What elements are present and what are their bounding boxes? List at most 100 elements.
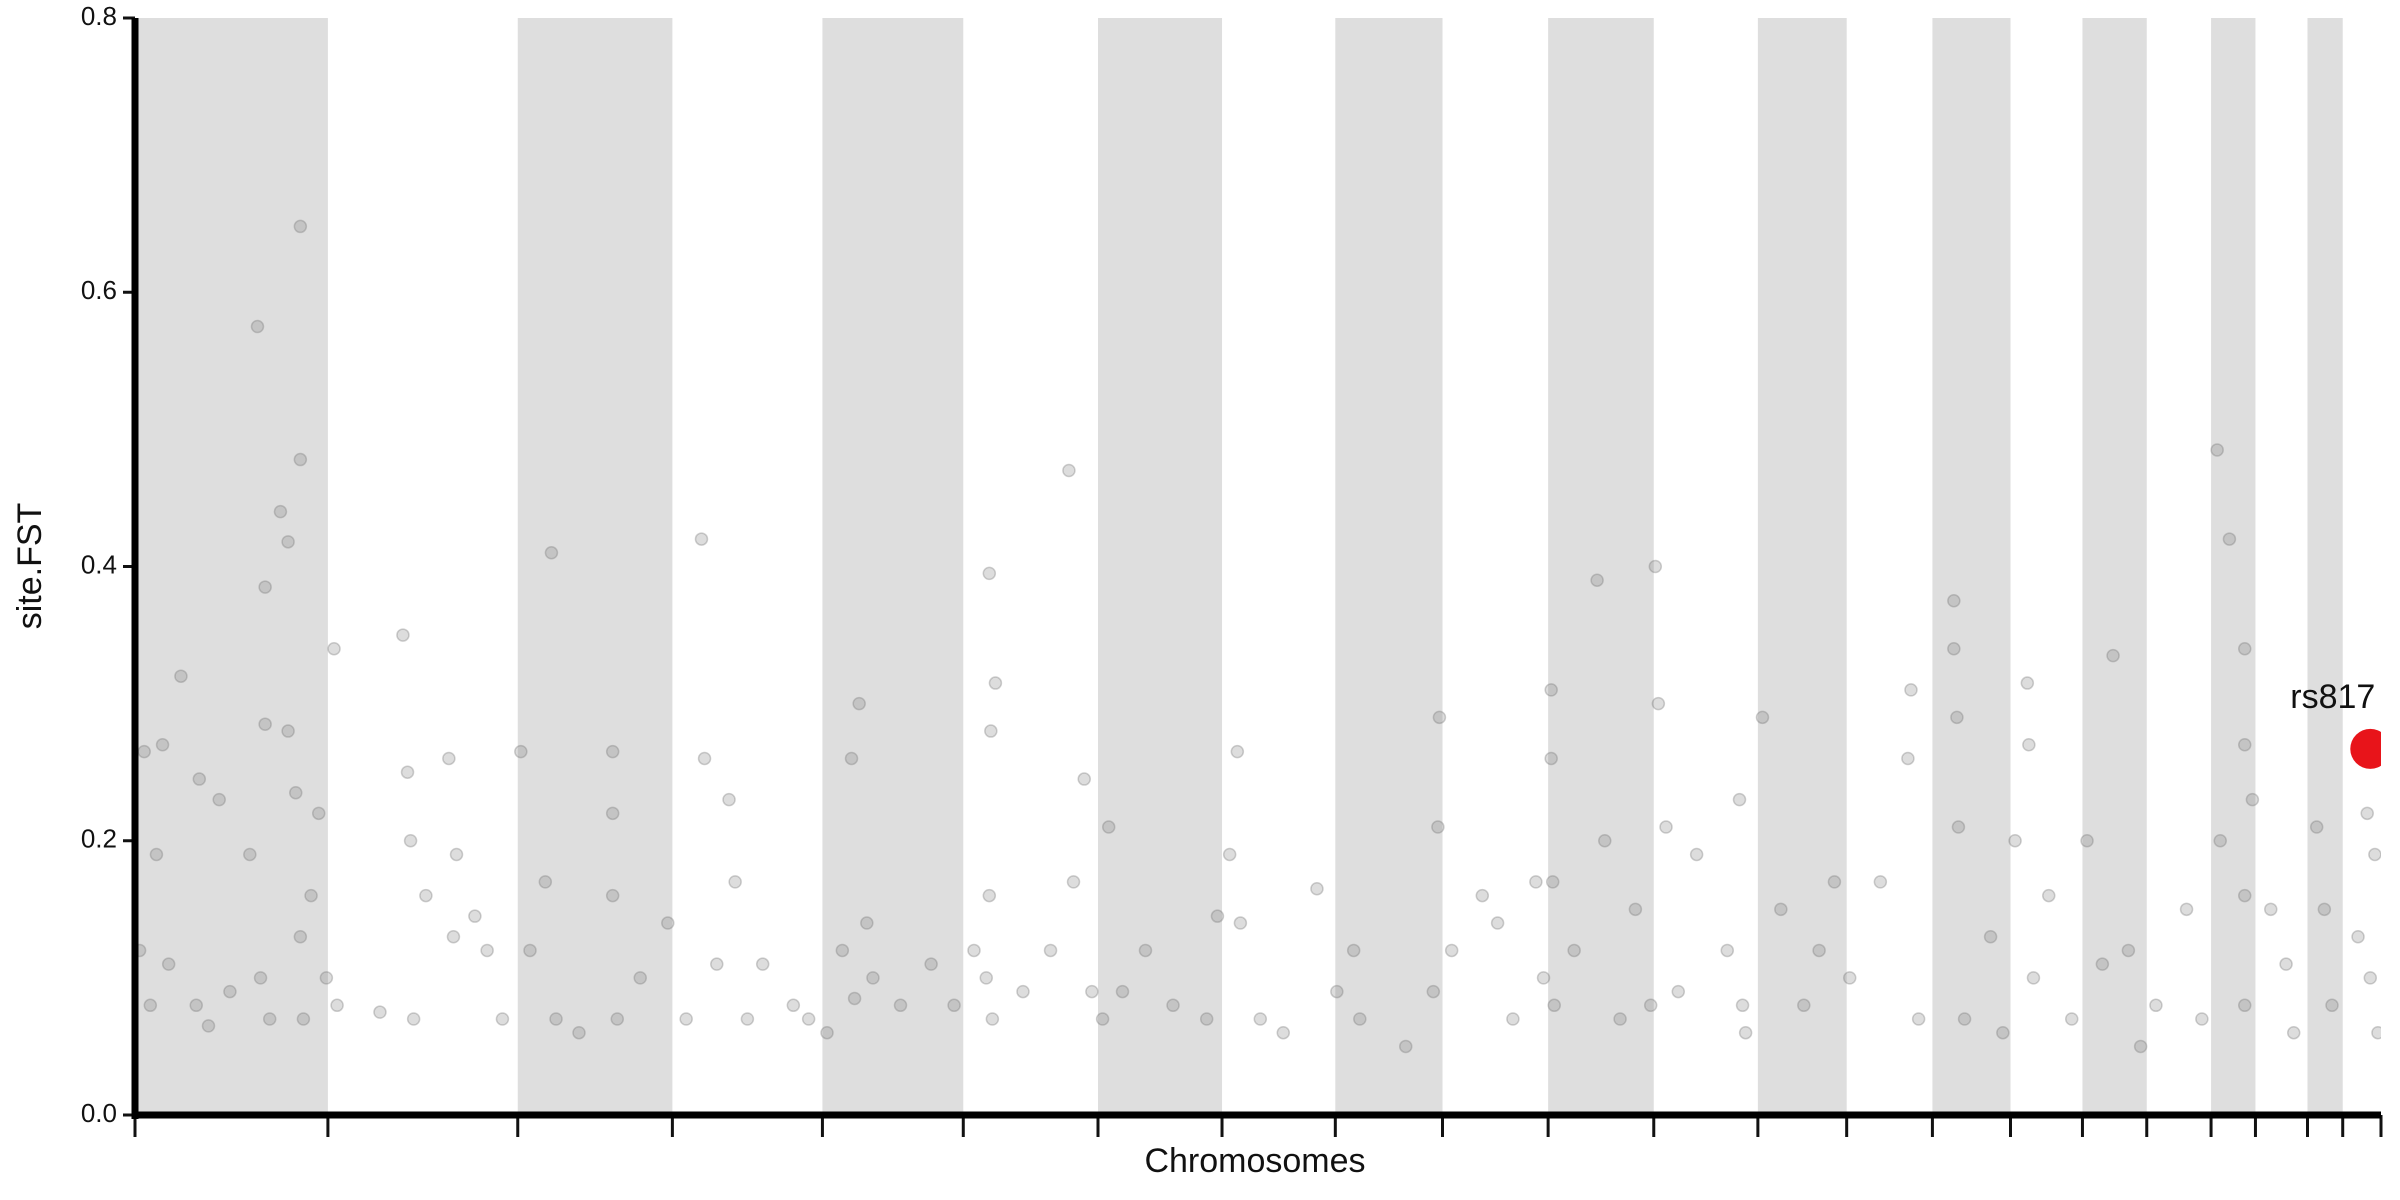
- snp-point: [1613, 1012, 1627, 1026]
- snp-point: [1755, 710, 1770, 725]
- snp-point: [495, 1012, 510, 1026]
- snp-point: [2360, 806, 2374, 821]
- snp-point: [1947, 642, 1961, 656]
- snp-point: [1957, 1012, 1972, 1026]
- snp-point: [661, 916, 675, 930]
- snp-point: [1983, 929, 1998, 944]
- snp-point: [293, 929, 308, 944]
- snp-point: [201, 1019, 216, 1033]
- snp-point: [253, 971, 268, 985]
- snp-point: [149, 847, 164, 862]
- snp-point: [137, 744, 151, 759]
- snp-point: [442, 751, 456, 766]
- snp-point: [728, 875, 742, 889]
- snp-point: [293, 219, 308, 234]
- snp-point: [1066, 875, 1081, 889]
- snp-point: [273, 504, 288, 519]
- y-tick-label: 0.0: [81, 1098, 117, 1128]
- y-tick-label: 0.2: [81, 824, 117, 854]
- snp-point: [2279, 957, 2293, 971]
- chromosome-band: [1757, 18, 1847, 1115]
- snp-point: [192, 772, 207, 786]
- snp-point: [982, 888, 997, 903]
- snp-point: [1947, 594, 1961, 608]
- snp-point: [1353, 1012, 1367, 1026]
- snp-point: [2237, 998, 2252, 1013]
- snp-point: [1199, 1012, 1214, 1026]
- snp-point: [1951, 820, 1966, 834]
- snp-point: [189, 998, 203, 1013]
- snp-point: [2317, 902, 2332, 917]
- snp-point: [835, 943, 850, 958]
- snp-point: [243, 847, 257, 862]
- snp-point: [2286, 1025, 2301, 1040]
- snp-point: [801, 1012, 816, 1026]
- snp-point: [1544, 683, 1558, 697]
- snp-point: [1536, 971, 1551, 985]
- chromosome-band: [2211, 18, 2256, 1115]
- snp-point: [2237, 738, 2252, 752]
- snp-point: [2195, 1012, 2209, 1026]
- snp-point: [1062, 463, 1076, 478]
- snp-point: [406, 1012, 421, 1026]
- snp-point: [2022, 738, 2036, 752]
- snp-point: [1659, 820, 1673, 834]
- chromosome-band: [135, 18, 328, 1115]
- snp-point: [2351, 929, 2365, 944]
- snp-point: [2095, 957, 2110, 971]
- snp-point: [1330, 984, 1344, 999]
- snp-point: [740, 1012, 755, 1026]
- snp-point: [2149, 998, 2163, 1013]
- snp-point: [258, 717, 272, 731]
- snp-point: [984, 724, 998, 738]
- snp-point: [1529, 875, 1543, 889]
- snp-point: [1812, 943, 1826, 958]
- snp-point: [1085, 984, 1099, 999]
- snp-point: [396, 628, 410, 642]
- snp-point: [605, 744, 620, 759]
- snp-point: [250, 319, 265, 334]
- chromosome-band: [1932, 18, 2011, 1115]
- snp-point: [694, 532, 709, 546]
- snp-point: [327, 642, 341, 656]
- snp-point: [2042, 888, 2056, 903]
- snp-point: [1689, 847, 1704, 862]
- snp-point: [549, 1012, 563, 1026]
- snp-point: [319, 971, 334, 985]
- snp-point: [1101, 820, 1116, 834]
- snp-point: [1873, 875, 1888, 889]
- snp-point: [223, 984, 237, 999]
- snp-point: [1077, 772, 1091, 786]
- snp-point: [988, 676, 1003, 690]
- snp-point: [2245, 792, 2260, 807]
- snp-point: [1490, 916, 1505, 930]
- snp-point: [1253, 1012, 1268, 1026]
- snp-point: [572, 1025, 586, 1040]
- snp-point: [1222, 847, 1237, 862]
- snp-point: [1720, 943, 1735, 958]
- snp-point: [967, 943, 981, 958]
- snp-point: [722, 792, 736, 807]
- snp-point: [852, 696, 866, 711]
- snp-point: [893, 998, 908, 1013]
- snp-point: [2222, 532, 2237, 546]
- snp-point: [1506, 1012, 1520, 1026]
- snp-point: [1544, 751, 1558, 766]
- y-axis-label: site.FST: [11, 503, 49, 630]
- snp-point: [281, 535, 295, 549]
- snp-point: [1732, 792, 1747, 807]
- snp-point: [143, 998, 158, 1013]
- snp-point: [449, 847, 464, 862]
- snp-point: [605, 806, 620, 821]
- snp-point: [1095, 1012, 1110, 1026]
- chromosome-band: [517, 18, 673, 1115]
- snp-point: [419, 888, 433, 903]
- snp-point: [1545, 875, 1560, 889]
- snp-point: [293, 452, 308, 467]
- snp-point: [1950, 710, 1964, 725]
- snp-point: [844, 751, 859, 766]
- snp-point: [633, 971, 647, 985]
- snp-point: [212, 792, 226, 807]
- snp-point: [1774, 902, 1788, 917]
